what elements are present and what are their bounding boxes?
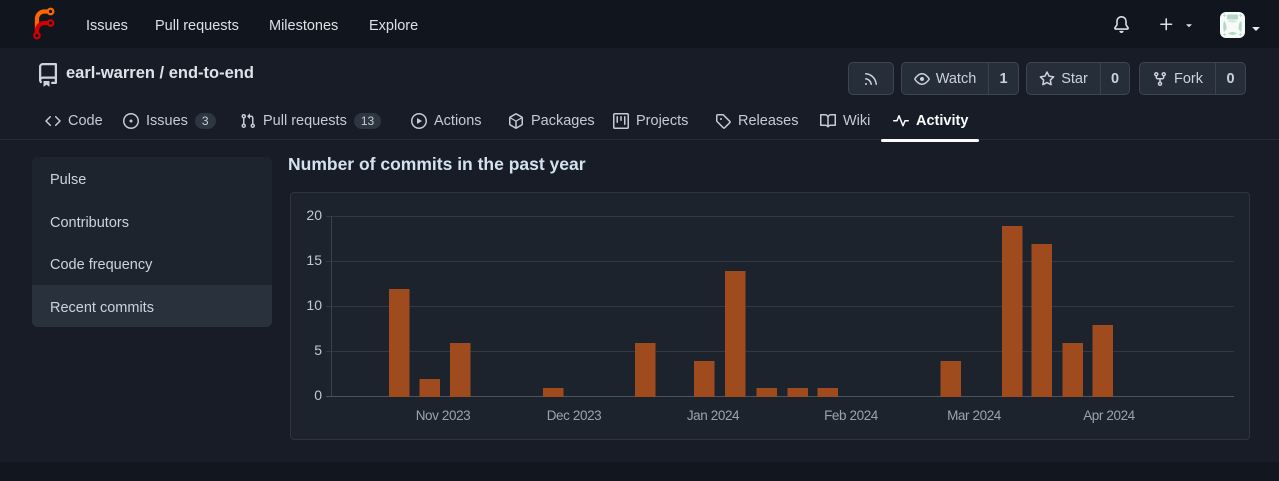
svg-text:15: 15 <box>306 252 322 268</box>
svg-text:Apr 2024: Apr 2024 <box>1083 408 1135 423</box>
svg-text:20: 20 <box>306 207 322 223</box>
svg-text:Nov 2023: Nov 2023 <box>416 408 471 423</box>
svg-text:Dec 2023: Dec 2023 <box>547 408 602 423</box>
svg-text:0: 0 <box>314 387 322 403</box>
svg-text:Feb 2024: Feb 2024 <box>824 408 879 423</box>
svg-text:Mar 2024: Mar 2024 <box>947 408 1002 423</box>
svg-text:10: 10 <box>306 297 322 313</box>
svg-text:Jan 2024: Jan 2024 <box>687 408 740 423</box>
svg-text:5: 5 <box>314 342 322 358</box>
